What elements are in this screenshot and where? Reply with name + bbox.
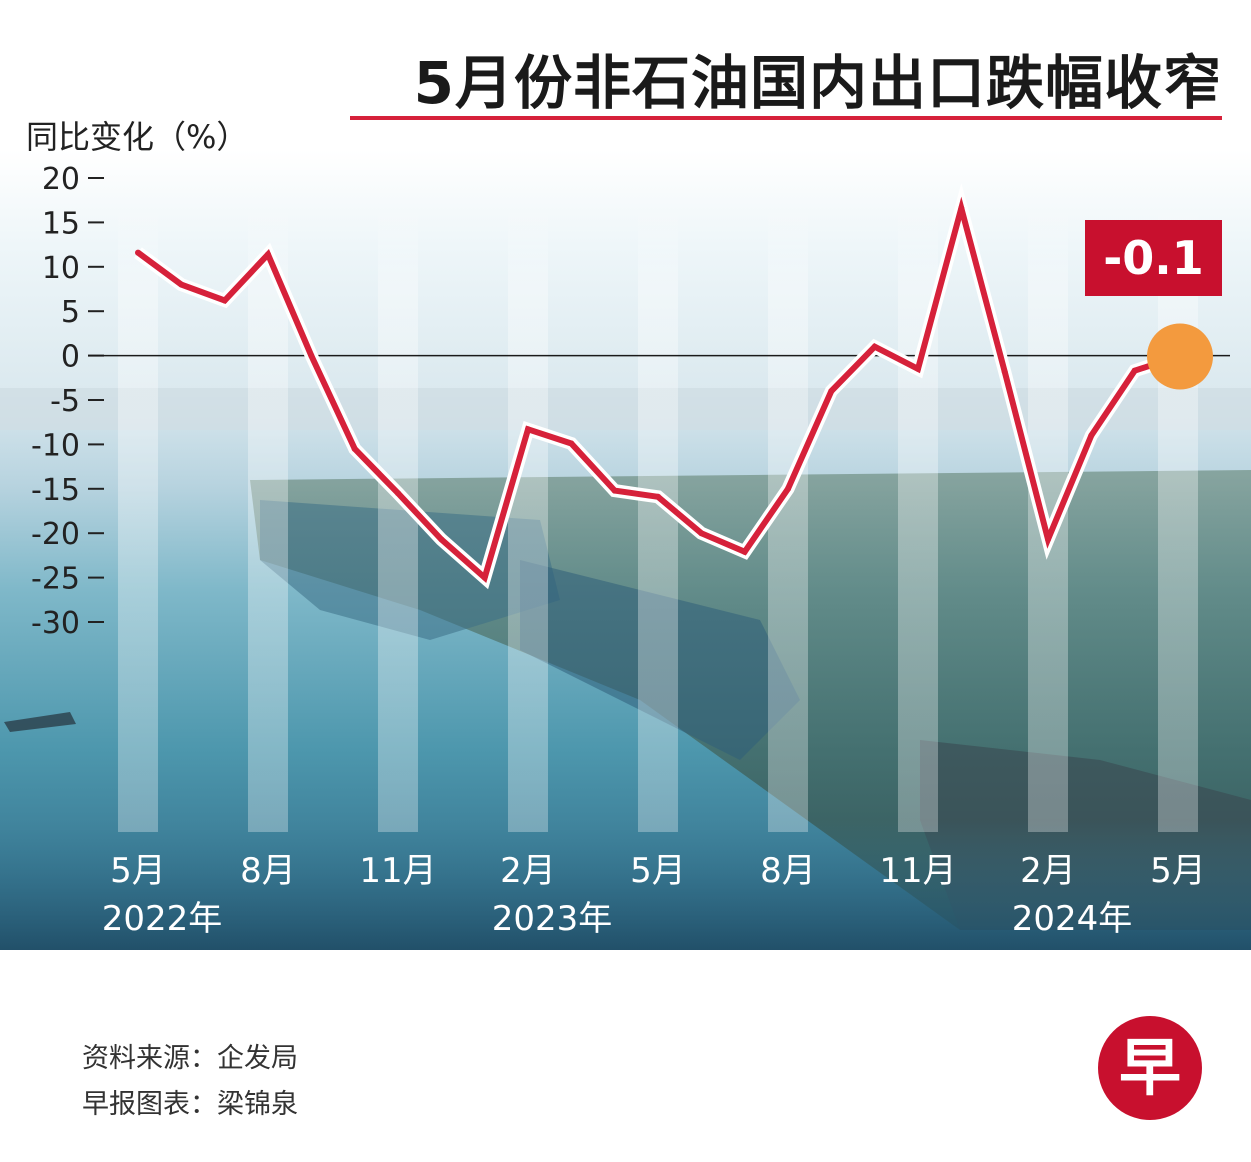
data-point xyxy=(135,249,141,256)
data-point xyxy=(568,440,575,447)
data-point xyxy=(178,281,185,288)
latest-value-callout: -0.1 xyxy=(1085,220,1222,296)
x-tick-label: 2月 xyxy=(500,851,556,891)
month-highlight-bands xyxy=(118,200,1198,832)
data-point xyxy=(828,388,835,395)
y-tick-label: 15 xyxy=(42,206,80,241)
data-point xyxy=(1001,368,1008,375)
y-tick-label: 0 xyxy=(61,340,80,375)
x-tick-label: 11月 xyxy=(879,851,956,891)
y-axis: 20 15 10 5 0 -5 -10 -15 -20 -25 -30 xyxy=(31,162,104,641)
highlight-marker xyxy=(1147,323,1213,390)
data-point xyxy=(871,343,878,350)
y-tick-label: -15 xyxy=(31,473,80,508)
data-point xyxy=(308,352,315,359)
x-tick-label: 8月 xyxy=(240,851,296,891)
month-band xyxy=(508,200,548,832)
data-point xyxy=(1088,432,1095,439)
data-point xyxy=(351,445,358,452)
month-band xyxy=(248,200,288,832)
data-point xyxy=(785,485,791,492)
data-points xyxy=(135,205,1181,581)
data-point xyxy=(265,251,271,258)
x-tick-label: 2月 xyxy=(1020,851,1076,891)
data-point xyxy=(525,426,531,433)
latest-value-marker xyxy=(1147,323,1213,390)
source-line-1: 资料来源：企发局 xyxy=(82,1043,298,1074)
x-year-label: 2023年 xyxy=(492,899,613,939)
y-tick-label: -30 xyxy=(31,606,80,641)
data-point xyxy=(698,530,705,537)
x-tick-label: 5月 xyxy=(1150,851,1206,891)
y-tick-label: -5 xyxy=(50,384,80,419)
zaobao-logo: 早 xyxy=(1098,1016,1202,1120)
x-tick-label: 5月 xyxy=(110,851,166,891)
month-band xyxy=(118,200,158,832)
data-point xyxy=(1131,367,1138,374)
data-point xyxy=(221,297,228,304)
x-tick-label: 11月 xyxy=(359,851,436,891)
data-point xyxy=(438,536,445,543)
y-tick-label: 5 xyxy=(61,295,80,330)
source-line-2: 早报图表：梁锦泉 xyxy=(82,1089,298,1120)
month-band xyxy=(1158,200,1198,832)
y-axis-label: 同比变化（%） xyxy=(26,118,249,156)
data-point xyxy=(395,490,401,497)
data-point xyxy=(655,493,661,500)
y-tick-label: 20 xyxy=(42,162,80,197)
x-axis: 5月 2022年 8月 11月 2月 2023年 5月 8月 11月 2月 2024年 5月 xyxy=(102,851,1206,939)
y-tick-label: -20 xyxy=(31,517,80,552)
data-point xyxy=(1045,536,1051,543)
x-tick-label: 8月 xyxy=(760,851,816,891)
chart-title: 5月份非石油国内出口跌幅收窄 xyxy=(413,49,1222,117)
y-tick-label: -25 xyxy=(31,562,80,597)
y-tick-label: 10 xyxy=(42,251,80,286)
title-underline xyxy=(350,116,1222,120)
data-point xyxy=(958,205,965,212)
data-point xyxy=(741,548,748,555)
data-point xyxy=(481,574,488,581)
x-year-label: 2024年 xyxy=(1012,899,1133,939)
x-year-label: 2022年 xyxy=(102,899,223,939)
data-point xyxy=(915,365,921,372)
data-point xyxy=(611,487,618,494)
y-tick-label: -10 xyxy=(31,428,80,463)
x-tick-label: 5月 xyxy=(630,851,686,891)
